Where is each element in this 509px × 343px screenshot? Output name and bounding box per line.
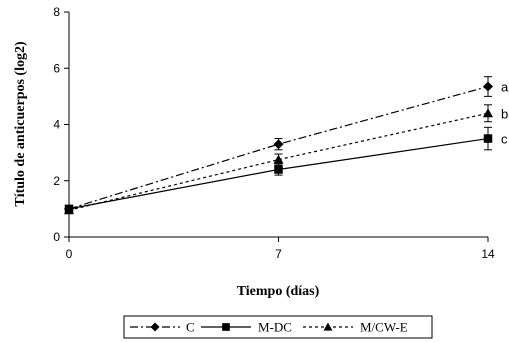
data-point-m-cw-e	[273, 154, 284, 164]
legend-label-m-dc: M-DC	[258, 320, 292, 335]
data-point-m-dc	[483, 134, 493, 143]
legend-item-m-cw-e: M/CW-E	[303, 320, 408, 335]
y-tick-label: 4	[53, 118, 60, 132]
x-tick-label: 7	[275, 247, 282, 261]
x-tick-label: 0	[66, 247, 73, 261]
data-point-m-dc	[274, 165, 283, 174]
y-axis-ticks: 0 2 4 6 8	[53, 5, 69, 244]
y-tick-label: 0	[53, 230, 60, 244]
significance-label-m-dc: c	[501, 132, 508, 147]
legend: C M-DC M/CW-E	[123, 315, 433, 339]
series-m-cw-e	[64, 104, 493, 215]
x-axis-title: Tiempo (días)	[237, 284, 320, 299]
data-point-m-cw-e	[64, 205, 74, 215]
data-point-c	[273, 139, 284, 150]
legend-marker-c	[150, 322, 160, 332]
legend-label-c: C	[186, 320, 195, 335]
x-tick-label: 14	[481, 247, 495, 261]
significance-label-c: a	[501, 80, 509, 95]
legend-item-c: C	[130, 320, 195, 335]
significance-label-m-cw-e: b	[501, 106, 508, 121]
data-point-c	[483, 81, 493, 92]
series-c	[64, 76, 493, 214]
legend-label-m-cw-e: M/CW-E	[360, 320, 408, 335]
y-tick-label: 2	[53, 174, 60, 188]
data-point-m-cw-e	[483, 108, 493, 118]
legend-items: C M-DC M/CW-E	[130, 320, 408, 335]
plot-area: 0 2 4 6 8 0 7 14 a cb	[53, 5, 509, 261]
x-axis-ticks: 0 7 14	[66, 237, 495, 261]
annotation-layer: a cb	[501, 80, 509, 147]
legend-marker-m-cw-e	[323, 322, 333, 331]
legend-item-m-dc: M-DC	[201, 320, 292, 335]
y-axis-title: Título de anticuerpos (log2)	[13, 41, 28, 207]
legend-box	[123, 315, 433, 339]
y-tick-label: 6	[53, 61, 60, 75]
y-tick-label: 8	[53, 5, 60, 19]
series-layer	[64, 76, 493, 215]
legend-marker-m-dc	[222, 323, 230, 331]
